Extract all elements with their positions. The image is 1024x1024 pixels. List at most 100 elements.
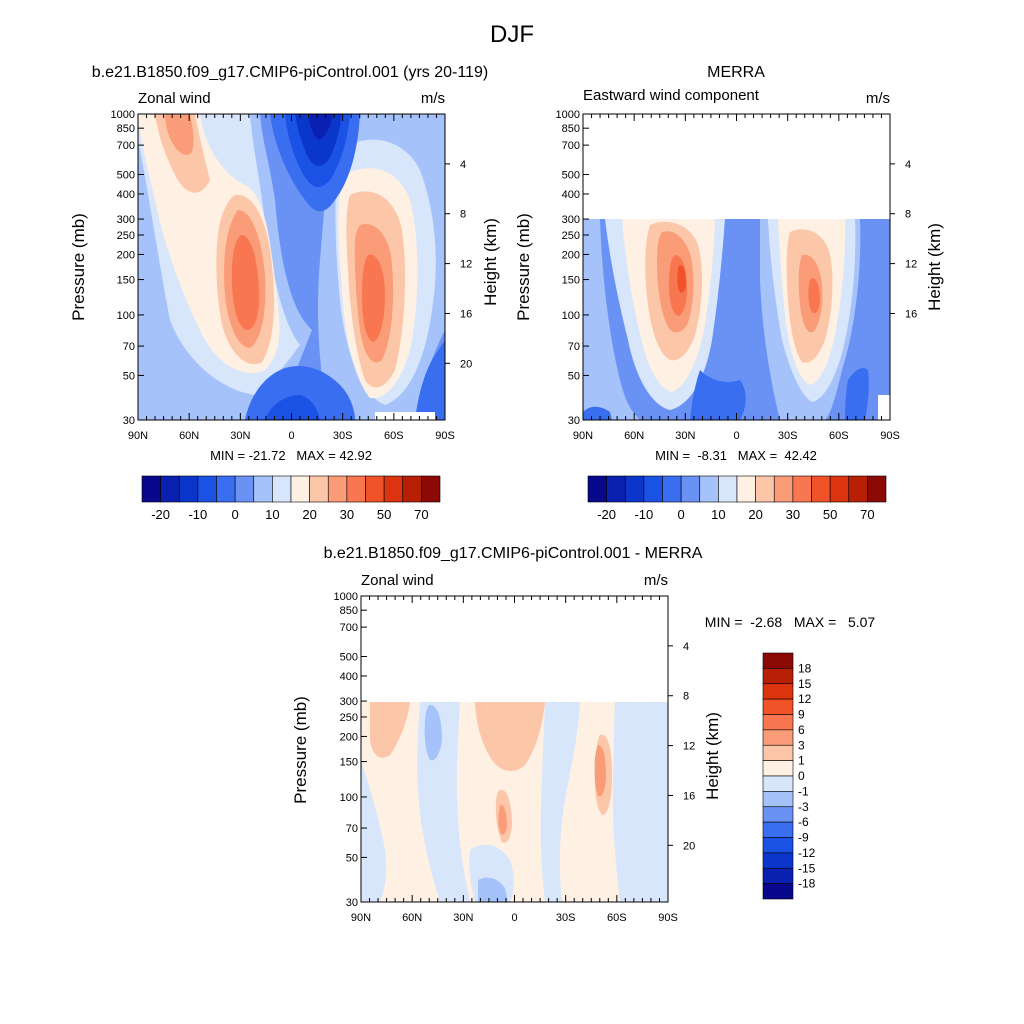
right-lat-tick-label: 60S <box>829 430 849 442</box>
right-variable-label: Eastward wind component <box>583 87 760 104</box>
panel-right: MERRA Eastward wind component m/s 30 50 70… <box>514 64 944 522</box>
diff-colorbar-label: 12 <box>798 692 812 706</box>
left-lat-tick-label: 30S <box>333 430 353 442</box>
right-title: MERRA <box>707 64 765 81</box>
diff-lat-tick-label: 60S <box>607 912 627 924</box>
right-pressure-tick-label: 700 <box>562 140 580 152</box>
left-colorbar-swatch <box>383 475 404 503</box>
left-variable-label: Zonal wind <box>138 90 211 107</box>
left-colorbar-swatch <box>216 475 236 503</box>
left-contour-field <box>138 114 445 420</box>
diff-axes: 30 50 70 100 150 200 250 300 400 500 700 850 1000 20 1… <box>334 591 696 924</box>
right-pressure-tick-label: 500 <box>562 169 580 181</box>
right-colorbar-swatch <box>587 475 607 503</box>
diff-colorbar-label: 15 <box>798 677 812 691</box>
left-axes: 30 50 70 100 150 200 250 300 400 500 700 850 1000 20 1… <box>111 109 473 442</box>
right-pressure-tick-label: 300 <box>562 214 580 226</box>
diff-colorbar-label: -3 <box>798 800 809 814</box>
left-pressure-tick-label: 500 <box>117 169 135 181</box>
diff-pressure-tick-label: 100 <box>340 792 358 804</box>
diff-pressure-tick-label: 250 <box>340 712 358 724</box>
left-pressure-tick-label: 150 <box>117 275 135 287</box>
left-colorbar-swatch <box>402 475 422 503</box>
left-height-tick-label: 8 <box>460 209 466 221</box>
diff-colorbar-swatch <box>762 867 794 884</box>
left-colorbar-label: 10 <box>265 507 279 522</box>
diff-colorbar-swatch <box>762 744 794 761</box>
right-colorbar-label: 50 <box>823 507 837 522</box>
right-pressure-tick-label: 100 <box>562 310 580 322</box>
diff-pressure-tick-label: 400 <box>340 671 358 683</box>
right-ylabel-right: Height (km) <box>925 223 944 311</box>
right-colorbar-swatch <box>736 475 756 503</box>
diff-colorbar-label: -9 <box>798 831 809 845</box>
diff-colorbar-label: 0 <box>798 769 805 783</box>
left-colorbar-swatch <box>197 475 217 503</box>
diff-colorbar-swatch <box>762 668 794 685</box>
left-pressure-tick-label: 70 <box>123 341 135 353</box>
panel-difference: b.e21.B1850.f09_g17.CMIP6-piControl.001 … <box>291 545 875 924</box>
diff-pressure-tick-label: 700 <box>340 622 358 634</box>
left-height-tick-label: 20 <box>460 358 472 370</box>
left-colorbar-swatch <box>365 475 385 503</box>
left-units-label: m/s <box>421 90 445 107</box>
right-colorbar-label: 30 <box>786 507 800 522</box>
right-colorbar-swatch <box>624 475 645 503</box>
right-pressure-tick-label: 200 <box>562 249 580 261</box>
right-colorbar-swatch <box>773 475 794 503</box>
left-colorbar-swatch <box>178 475 199 503</box>
left-lat-tick-label: 90S <box>435 430 455 442</box>
diff-height-tick-label: 12 <box>683 741 695 753</box>
diff-pressure-tick-label: 50 <box>346 852 358 864</box>
left-height-tick-label: 12 <box>460 259 472 271</box>
left-pressure-tick-label: 1000 <box>111 109 135 121</box>
panel-left: b.e21.B1850.f09_g17.CMIP6-piControl.001 … <box>69 64 500 522</box>
right-colorbar-swatch <box>680 475 701 503</box>
right-pressure-tick-label: 250 <box>562 230 580 242</box>
left-colorbar-swatch <box>327 475 348 503</box>
left-colorbar-swatch <box>253 475 273 503</box>
left-pressure-tick-label: 250 <box>117 230 135 242</box>
right-colorbar-label: 20 <box>748 507 762 522</box>
diff-lat-tick-label: 60N <box>402 912 422 924</box>
left-colorbar-swatch <box>309 475 329 503</box>
left-lat-tick-label: 90N <box>128 430 148 442</box>
left-colorbar-label: 30 <box>340 507 354 522</box>
right-pressure-tick-label: 400 <box>562 189 580 201</box>
left-colorbar-swatch <box>234 475 255 503</box>
left-lat-tick-label: 0 <box>288 430 294 442</box>
left-ylabel-right: Height (km) <box>481 218 500 306</box>
diff-colorbar-swatch <box>762 837 794 854</box>
diff-colorbar-label: 1 <box>798 754 805 768</box>
diff-colorbar-label: -18 <box>798 877 816 891</box>
left-pressure-tick-label: 700 <box>117 140 135 152</box>
diff-variable-label: Zonal wind <box>361 572 434 589</box>
right-pressure-tick-label: 70 <box>568 341 580 353</box>
diff-colorbar-swatch <box>762 698 794 715</box>
left-colorbar-swatch <box>272 475 292 503</box>
left-colorbar-swatch <box>160 475 180 503</box>
diff-height-tick-label: 4 <box>683 641 689 653</box>
right-colorbar-swatch <box>829 475 850 503</box>
diff-colorbar-label: -12 <box>798 846 816 860</box>
diff-pressure-tick-label: 70 <box>346 823 358 835</box>
right-colorbar-swatch <box>606 475 626 503</box>
diff-lat-tick-label: 30S <box>556 912 576 924</box>
diff-colorbar-swatch <box>762 652 794 669</box>
right-pressure-tick-label: 30 <box>568 415 580 427</box>
right-pressure-tick-label: 150 <box>562 275 580 287</box>
left-colorbar-label: 70 <box>414 507 428 522</box>
right-colorbar-label: 70 <box>860 507 874 522</box>
right-lat-tick-label: 30S <box>778 430 798 442</box>
right-ylabel: Pressure (mb) <box>514 213 533 321</box>
page-title: DJF <box>490 21 534 48</box>
left-colorbar-label: 0 <box>232 507 239 522</box>
left-colorbar-label: 50 <box>377 507 391 522</box>
diff-stats: MIN = -2.68 MAX = 5.07 <box>705 614 876 630</box>
left-lat-tick-label: 60N <box>179 430 199 442</box>
right-colorbar-swatch <box>848 475 868 503</box>
right-colorbar: -20 -10 0 10 20 30 50 70 <box>587 475 887 522</box>
diff-pressure-tick-label: 200 <box>340 731 358 743</box>
diff-colorbar-swatch <box>762 791 794 808</box>
